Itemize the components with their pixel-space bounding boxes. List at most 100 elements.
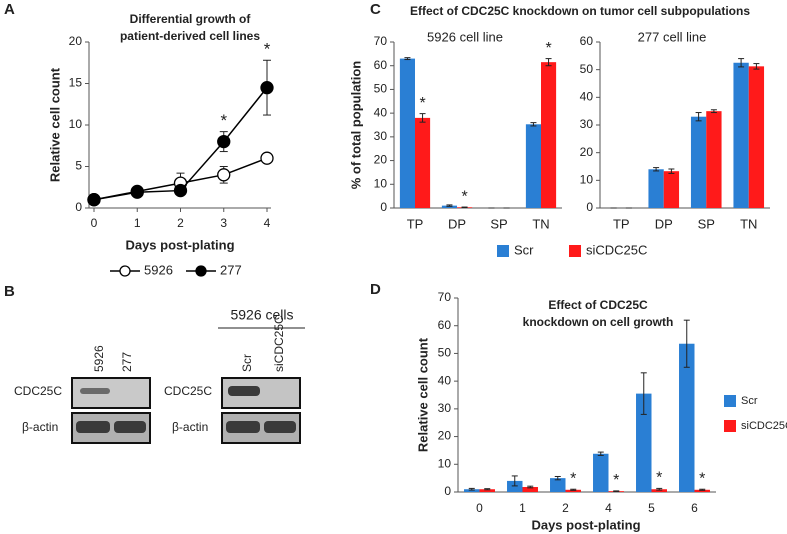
x-tick-label: SP — [698, 216, 715, 231]
x-tick-label: 2 — [177, 216, 184, 230]
band — [80, 388, 110, 394]
x-axis-label: Days post-plating — [531, 517, 640, 532]
y-tick-label: 0 — [380, 200, 387, 214]
legend-label: 5926 — [144, 262, 173, 277]
band — [76, 421, 110, 433]
band — [114, 421, 146, 433]
legend-swatch — [724, 395, 736, 407]
y-tick-label: 60 — [374, 58, 388, 72]
x-tick-label: 5 — [648, 501, 655, 515]
x-tick-label: 3 — [220, 216, 227, 230]
bar — [541, 62, 557, 209]
legend-swatch — [569, 245, 581, 257]
band — [228, 386, 260, 396]
row-label: β-actin — [22, 420, 58, 434]
y-tick-label: 20 — [580, 145, 594, 159]
y-axis-label: Relative cell count — [47, 67, 62, 182]
y-tick-label: 70 — [438, 290, 452, 304]
marker — [260, 81, 274, 95]
x-tick-label: TN — [532, 216, 549, 231]
row-label: CDC25C — [14, 384, 62, 398]
x-tick-label: DP — [448, 216, 466, 231]
x-tick-label: TP — [613, 216, 630, 231]
panel-label: A — [4, 1, 15, 18]
y-tick-label: 30 — [580, 117, 594, 131]
chart-title: patient-derived cell lines — [120, 29, 260, 43]
band — [264, 421, 296, 433]
legend-swatch — [724, 420, 736, 432]
y-tick-label: 50 — [374, 82, 388, 96]
bar — [415, 117, 431, 208]
significance-marker: * — [461, 188, 467, 205]
x-tick-label: 1 — [134, 216, 141, 230]
y-axis-label: Relative cell count — [415, 337, 430, 452]
legend-marker — [195, 265, 207, 277]
y-tick-label: 0 — [444, 484, 451, 498]
bar — [507, 480, 523, 492]
y-tick-label: 40 — [374, 105, 388, 119]
chart-title: Differential growth of — [130, 12, 252, 26]
bar — [479, 489, 495, 492]
lane-label: siCDC25C — [272, 315, 286, 372]
x-tick-label: 1 — [519, 501, 526, 515]
bar — [748, 66, 765, 208]
y-tick-label: 20 — [438, 429, 452, 443]
y-tick-label: 30 — [374, 129, 388, 143]
y-tick-label: 50 — [580, 62, 594, 76]
significance-marker: * — [699, 470, 705, 487]
x-axis-label: Days post-plating — [125, 237, 234, 252]
bar — [648, 169, 664, 208]
x-tick-label: 4 — [605, 501, 612, 515]
lane-label: Scr — [240, 354, 254, 372]
panel-label: C — [370, 1, 381, 18]
bar — [733, 62, 749, 208]
y-tick-label: 60 — [438, 318, 452, 332]
y-tick-label: 0 — [586, 200, 593, 214]
x-tick-label: 4 — [264, 216, 271, 230]
significance-marker: * — [419, 95, 425, 112]
significance-marker: * — [220, 111, 227, 130]
marker — [217, 134, 231, 149]
panel-label: D — [370, 281, 381, 298]
bar — [593, 453, 609, 492]
row-label: β-actin — [172, 420, 208, 434]
y-tick-label: 60 — [580, 34, 594, 48]
bar — [651, 489, 667, 492]
x-tick-label: 2 — [562, 501, 569, 515]
chart-title: Effect of CDC25C — [548, 298, 648, 312]
band — [226, 421, 260, 433]
legend-marker — [119, 265, 131, 277]
significance-marker: * — [264, 40, 271, 59]
legend-label: 277 — [220, 262, 242, 277]
legend-label: Scr — [514, 242, 534, 257]
significance-marker: * — [656, 470, 662, 487]
marker — [217, 168, 231, 182]
y-tick-label: 10 — [374, 176, 388, 190]
bar — [525, 124, 541, 208]
bar — [694, 489, 710, 492]
bar — [706, 111, 722, 208]
bar — [522, 487, 538, 492]
y-tick-label: 15 — [69, 76, 83, 90]
panel-label: B — [4, 283, 15, 300]
y-tick-label: 0 — [75, 200, 82, 214]
y-axis-label: % of total population — [348, 61, 363, 190]
x-tick-label: SP — [490, 216, 507, 231]
bar — [679, 343, 695, 492]
significance-marker: * — [570, 470, 576, 487]
marker — [87, 193, 101, 207]
x-tick-label: TP — [407, 216, 424, 231]
marker — [130, 185, 144, 199]
lane-label: 5926 — [92, 345, 106, 372]
x-tick-label: DP — [655, 216, 673, 231]
blot-right: 5926 cells Scr siCDC25C CDC25C β-actin — [164, 307, 305, 444]
chart-title: Effect of CDC25C knockdown on tumor cell… — [410, 4, 750, 18]
y-tick-label: 30 — [438, 401, 452, 415]
legend-label: siCDC25C — [741, 420, 787, 432]
y-tick-label: 20 — [374, 153, 388, 167]
y-tick-label: 10 — [438, 456, 452, 470]
bar — [636, 393, 652, 492]
bar — [663, 171, 680, 208]
